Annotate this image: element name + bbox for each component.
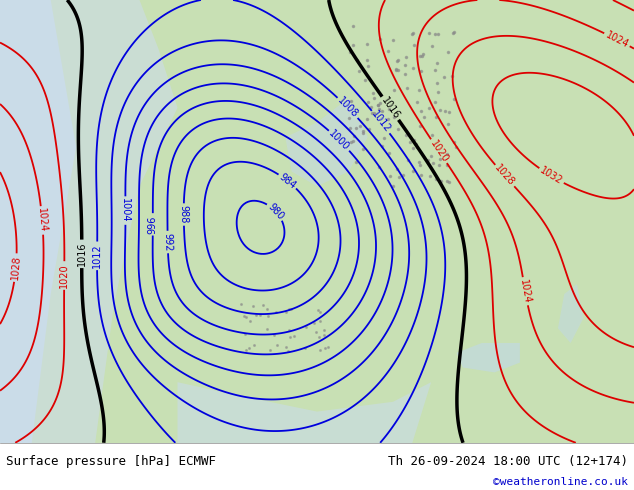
Text: 1012: 1012 <box>369 109 392 135</box>
Polygon shape <box>558 284 583 343</box>
Text: 1032: 1032 <box>538 165 564 187</box>
Text: 1024: 1024 <box>604 29 630 49</box>
Polygon shape <box>285 98 368 186</box>
Text: 1000: 1000 <box>327 128 351 152</box>
Text: 1016: 1016 <box>379 96 401 121</box>
Text: 1020: 1020 <box>59 263 69 288</box>
Text: 988: 988 <box>179 205 189 224</box>
Text: 1012: 1012 <box>92 244 102 268</box>
Text: 1008: 1008 <box>335 96 360 120</box>
Polygon shape <box>0 0 178 443</box>
Text: 1016: 1016 <box>77 242 87 266</box>
Text: Surface pressure [hPa] ECMWF: Surface pressure [hPa] ECMWF <box>6 455 216 467</box>
Polygon shape <box>178 382 431 443</box>
Text: 1028: 1028 <box>10 255 22 280</box>
Polygon shape <box>0 0 76 443</box>
Text: 984: 984 <box>277 172 298 191</box>
Polygon shape <box>456 343 520 372</box>
Text: Th 26-09-2024 18:00 UTC (12+174): Th 26-09-2024 18:00 UTC (12+174) <box>387 455 628 467</box>
Text: 1020: 1020 <box>428 138 450 164</box>
Text: 980: 980 <box>266 201 285 221</box>
Bar <box>0 443 634 490</box>
Text: 1028: 1028 <box>493 163 517 188</box>
Text: 996: 996 <box>148 215 158 234</box>
Text: 1004: 1004 <box>120 198 131 223</box>
Text: 1024: 1024 <box>36 208 48 233</box>
Text: 992: 992 <box>162 233 173 251</box>
Text: 1024: 1024 <box>518 278 533 304</box>
Text: ©weatheronline.co.uk: ©weatheronline.co.uk <box>493 477 628 487</box>
